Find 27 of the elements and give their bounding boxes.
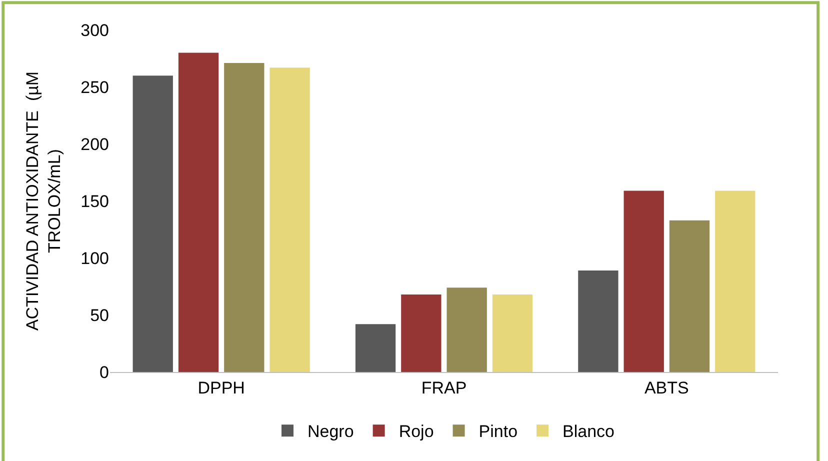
y-tick-label: 0 [100, 362, 109, 382]
bar [401, 294, 442, 372]
bar [178, 52, 219, 372]
legend-label: Rojo [398, 422, 434, 442]
x-tick-label: DPPH [198, 378, 245, 398]
bar [715, 190, 756, 372]
bar [446, 288, 487, 372]
legend-label: Blanco [562, 422, 615, 442]
bar [492, 294, 533, 372]
legend-label: Pinto [478, 422, 518, 442]
bar [224, 63, 264, 372]
bar [624, 190, 664, 372]
y-tick-label: 250 [80, 78, 109, 97]
bar [270, 68, 310, 372]
y-tick-label: 200 [80, 134, 109, 154]
bar [669, 220, 710, 372]
x-tick-label: FRAP [421, 378, 467, 398]
y-tick-label: 150 [80, 192, 109, 211]
x-tick-label: ABTS [644, 378, 689, 398]
bar [132, 76, 173, 372]
legend-label: Negro [308, 422, 354, 442]
y-axis-title: ACTIVIDAD ANTIOXIDANTE (µM TROLOX/mL) [23, 71, 64, 331]
bar [355, 324, 396, 372]
bar [578, 270, 618, 372]
y-tick-label: 100 [80, 248, 109, 268]
y-tick-label: 50 [90, 306, 109, 325]
y-tick-label: 300 [80, 20, 109, 40]
